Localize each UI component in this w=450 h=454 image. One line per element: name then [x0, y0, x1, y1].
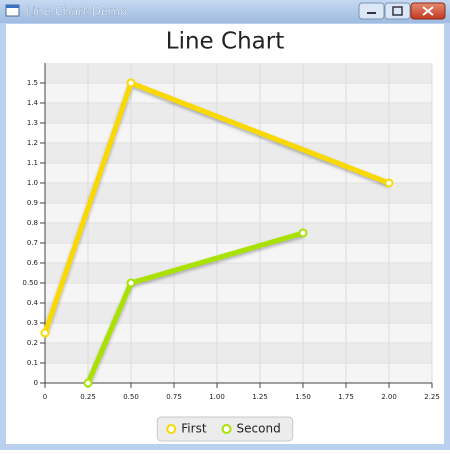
y-tick-label: 0.9	[27, 199, 38, 207]
grid-band	[45, 343, 432, 363]
x-tick-label: 0.50	[123, 393, 139, 401]
x-tick-label: 1.25	[252, 393, 268, 401]
point	[126, 278, 136, 288]
y-tick-label: 1.2	[27, 139, 38, 147]
legend-label: Second	[237, 422, 281, 436]
legend-label: First	[181, 422, 207, 436]
grid-band	[45, 143, 432, 163]
y-tick-label: 0.6	[27, 259, 39, 267]
maximize-button[interactable]	[384, 2, 411, 20]
x-tick-label: 0.25	[80, 393, 96, 401]
point	[40, 328, 50, 338]
grid-band	[45, 223, 432, 243]
y-tick-label: 1.4	[27, 99, 39, 107]
y-tick-label: 0.50	[22, 279, 38, 287]
x-tick-label: 1.00	[209, 393, 225, 401]
grid-band	[45, 263, 432, 283]
title-bar	[0, 0, 450, 23]
minimize-icon	[367, 12, 376, 14]
x-tick-label: 1.50	[295, 393, 311, 401]
y-tick-label: 0.8	[27, 219, 38, 227]
x-tick-label: 0.75	[166, 393, 182, 401]
y-tick-label: 0	[34, 379, 38, 387]
grid-band	[45, 183, 432, 203]
x-tick-label: 2.25	[424, 393, 440, 401]
legend-marker	[221, 424, 232, 434]
point	[298, 228, 308, 238]
close-icon	[422, 6, 434, 16]
maximize-icon	[392, 6, 403, 16]
y-tick-label: 0.3	[27, 319, 38, 327]
point	[83, 378, 93, 388]
point	[384, 178, 394, 188]
x-tick-label: 0	[43, 393, 47, 401]
x-tick-label: 1.75	[338, 393, 354, 401]
minimize-button[interactable]	[358, 2, 385, 20]
plot: 0 0.1 0.2 0.3 0.4 0.50 0.6 0.7 0.8 0.9 1.0 1.1 1.2 1.…	[22, 63, 440, 442]
y-tick-label: 0.7	[27, 239, 38, 247]
y-tick-label: 0.4	[27, 299, 39, 307]
y-tick-label: 0.1	[27, 359, 38, 367]
grid-band	[45, 63, 432, 83]
y-tick-label: 0.2	[27, 339, 38, 347]
legend: First Second	[156, 416, 294, 442]
window-icon-bar	[6, 5, 19, 8]
y-tick-label: 1.3	[27, 119, 38, 127]
window-title: Line Chart Demo	[26, 5, 127, 19]
x-tick-label: 2.00	[381, 393, 397, 401]
y-tick-label: 1.5	[27, 79, 38, 87]
y-tick-label: 1.0	[27, 179, 38, 187]
y-tick-label: 1.1	[27, 159, 38, 167]
chart-title: Line Chart	[166, 29, 284, 55]
point	[126, 78, 136, 88]
grid-band	[45, 103, 432, 123]
grid-band	[45, 303, 432, 323]
legend-marker	[166, 424, 177, 434]
